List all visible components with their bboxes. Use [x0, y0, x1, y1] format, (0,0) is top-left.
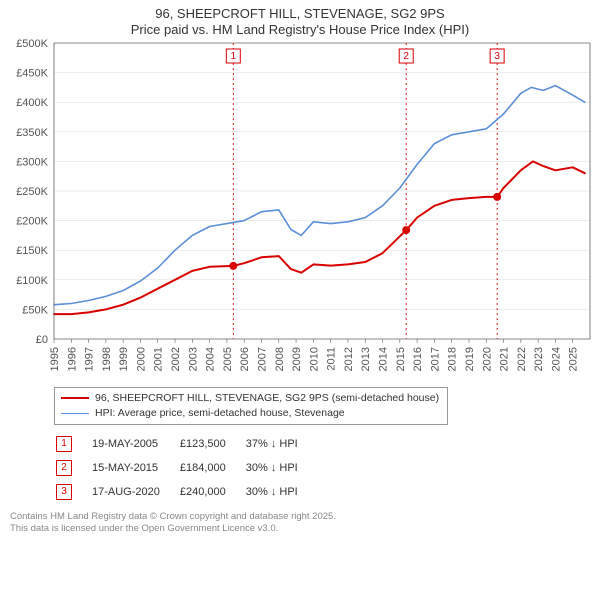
legend-label: 96, SHEEPCROFT HILL, STEVENAGE, SG2 9PS …	[95, 391, 439, 406]
x-tick-label: 2004	[205, 347, 217, 371]
x-tick-label: 2019	[464, 347, 476, 371]
x-tick-label: 2006	[239, 347, 251, 371]
x-tick-label: 2012	[343, 347, 355, 371]
x-tick-label: 2003	[187, 347, 199, 371]
legend: 96, SHEEPCROFT HILL, STEVENAGE, SG2 9PS …	[54, 387, 448, 425]
chart-title-line2: Price paid vs. HM Land Registry's House …	[0, 22, 600, 38]
x-tick-label: 2023	[533, 347, 545, 371]
x-tick-label: 2022	[516, 347, 528, 371]
x-tick-label: 2009	[291, 347, 303, 371]
x-tick-label: 2021	[499, 347, 511, 371]
y-tick-label: £300K	[16, 156, 48, 168]
y-tick-label: £200K	[16, 215, 48, 227]
price-row-marker: 3	[56, 484, 72, 500]
y-tick-label: £50K	[22, 304, 48, 316]
y-tick-label: £250K	[16, 186, 48, 198]
price-row-price: £184,000	[180, 457, 244, 479]
y-tick-label: £100K	[16, 274, 48, 286]
y-tick-label: £450K	[16, 67, 48, 79]
x-tick-label: 2025	[568, 347, 580, 371]
sale-marker-number: 3	[494, 51, 500, 62]
price-row: 2 15-MAY-2015£184,00030% ↓ HPI	[56, 457, 316, 479]
x-tick-label: 2008	[274, 347, 286, 371]
y-tick-label: £500K	[16, 39, 48, 50]
x-tick-label: 1996	[66, 347, 78, 371]
sale-marker-dot	[402, 226, 410, 234]
price-row-date: 15-MAY-2015	[92, 457, 178, 479]
sale-marker-number: 2	[403, 51, 409, 62]
price-row-marker: 1	[56, 436, 72, 452]
price-row-delta: 37% ↓ HPI	[246, 433, 316, 455]
footer-line2: This data is licensed under the Open Gov…	[10, 523, 600, 535]
x-tick-label: 2018	[447, 347, 459, 371]
price-row: 3 17-AUG-2020£240,00030% ↓ HPI	[56, 481, 316, 503]
x-tick-label: 1998	[101, 347, 113, 371]
y-tick-label: £350K	[16, 126, 48, 138]
sale-marker-dot	[493, 192, 501, 200]
x-tick-label: 2017	[429, 347, 441, 371]
x-tick-label: 1997	[84, 347, 96, 371]
legend-label: HPI: Average price, semi-detached house,…	[95, 406, 345, 421]
x-tick-label: 1995	[49, 347, 61, 371]
footer-line1: Contains HM Land Registry data © Crown c…	[10, 511, 600, 523]
attribution-footer: Contains HM Land Registry data © Crown c…	[10, 511, 600, 536]
x-tick-label: 2011	[326, 347, 338, 371]
price-row-price: £123,500	[180, 433, 244, 455]
chart-title-block: 96, SHEEPCROFT HILL, STEVENAGE, SG2 9PS …	[0, 0, 600, 39]
x-tick-label: 2020	[481, 347, 493, 371]
price-row-date: 17-AUG-2020	[92, 481, 178, 503]
price-row-price: £240,000	[180, 481, 244, 503]
x-tick-label: 2013	[360, 347, 372, 371]
x-tick-label: 2007	[256, 347, 268, 371]
sale-marker-dot	[229, 261, 237, 269]
x-tick-label: 2010	[308, 347, 320, 371]
legend-swatch	[61, 397, 89, 399]
chart: £0 £50K £100K £150K £200K £250K £300K £350K £400…	[0, 39, 600, 383]
price-row-marker: 2	[56, 460, 72, 476]
x-tick-label: 1999	[118, 347, 130, 371]
chart-title-line1: 96, SHEEPCROFT HILL, STEVENAGE, SG2 9PS	[0, 6, 600, 22]
x-tick-label: 2016	[412, 347, 424, 371]
price-row-delta: 30% ↓ HPI	[246, 457, 316, 479]
x-tick-label: 2002	[170, 347, 182, 371]
price-row-date: 19-MAY-2005	[92, 433, 178, 455]
x-tick-label: 2024	[550, 347, 562, 371]
price-events-table: 1 19-MAY-2005£123,50037% ↓ HPI 2 15-MAY-201…	[54, 431, 318, 505]
price-row-delta: 30% ↓ HPI	[246, 481, 316, 503]
x-tick-label: 2014	[378, 347, 390, 371]
price-row: 1 19-MAY-2005£123,50037% ↓ HPI	[56, 433, 316, 455]
x-tick-label: 2005	[222, 347, 234, 371]
x-tick-label: 2015	[395, 347, 407, 371]
y-tick-label: £0	[36, 334, 48, 346]
y-tick-label: £400K	[16, 97, 48, 109]
x-tick-label: 2000	[135, 347, 147, 371]
legend-item: 96, SHEEPCROFT HILL, STEVENAGE, SG2 9PS …	[61, 391, 439, 406]
legend-swatch	[61, 413, 89, 414]
chart-svg: £0 £50K £100K £150K £200K £250K £300K £350K £400…	[0, 39, 600, 383]
y-tick-label: £150K	[16, 245, 48, 257]
x-tick-label: 2001	[153, 347, 165, 371]
legend-item: HPI: Average price, semi-detached house,…	[61, 406, 439, 421]
sale-marker-number: 1	[231, 51, 237, 62]
